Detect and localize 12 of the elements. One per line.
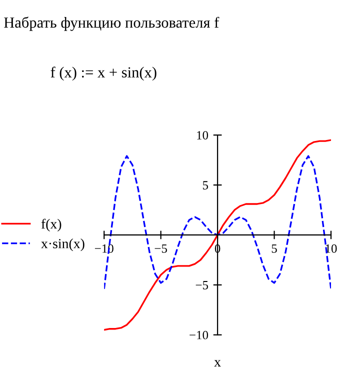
legend-label: x·sin(x) (41, 238, 84, 252)
y-tick-label: −5 (196, 281, 208, 290)
chart-subtitle: f (x) := x + sin(x) (50, 66, 156, 81)
x-tick-label: 10 (326, 244, 337, 253)
y-tick-label: 10 (197, 131, 208, 140)
x-tick-label: 5 (272, 244, 277, 253)
x-axis-title: x (214, 360, 221, 366)
y-tick-label: −10 (190, 330, 208, 340)
legend-label: f(x) (41, 218, 62, 232)
chart-title: Набрать функцию пользователя f (4, 16, 220, 31)
x-tick-label: −5 (154, 244, 167, 253)
y-tick-label: 5 (203, 181, 208, 190)
